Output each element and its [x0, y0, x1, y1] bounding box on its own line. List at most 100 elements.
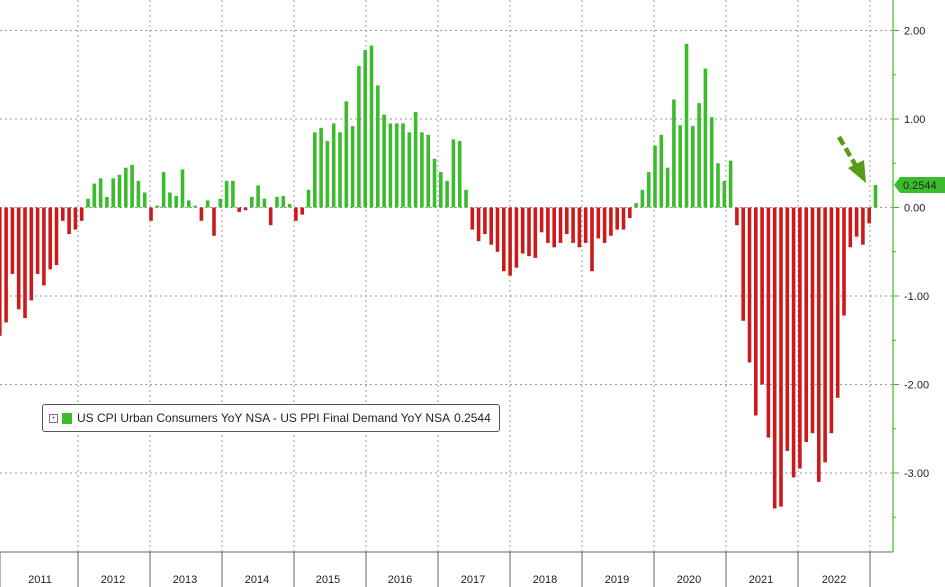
x-tick-label: 2017 — [461, 574, 485, 586]
bar — [546, 207, 550, 243]
bar — [861, 207, 865, 245]
bar — [489, 207, 493, 245]
bar — [741, 207, 745, 321]
bar — [760, 207, 764, 385]
bar — [854, 207, 859, 237]
x-tick-label: 2011 — [28, 574, 52, 586]
bar — [571, 207, 575, 243]
legend-label: US CPI Urban Consumers YoY NSA - US PPI … — [77, 411, 451, 425]
bar — [130, 165, 134, 208]
bar — [495, 207, 500, 252]
bar — [4, 207, 8, 323]
x-axis-ticks: 2011 2012 2013 2014 2015 2016 2017 2018 2019 2020… — [28, 574, 846, 586]
bar — [256, 185, 260, 208]
bar — [16, 207, 21, 310]
bar — [193, 205, 197, 208]
annotation-arrow-shaft — [837, 135, 858, 168]
bar — [86, 198, 90, 208]
bar — [48, 207, 52, 270]
bar — [237, 207, 241, 212]
bar — [262, 198, 267, 208]
bar — [445, 180, 449, 208]
bar — [218, 198, 223, 208]
bar — [810, 207, 815, 434]
bar — [539, 207, 544, 233]
bar — [142, 192, 147, 208]
bar — [350, 126, 355, 208]
bar — [842, 207, 846, 316]
legend-expand-icon[interactable]: + — [49, 413, 58, 423]
bar — [149, 207, 153, 221]
bar — [659, 134, 664, 208]
bar — [779, 207, 783, 507]
bar — [709, 117, 714, 208]
bar — [804, 207, 808, 442]
bar — [243, 207, 248, 211]
bar — [407, 132, 412, 208]
bar — [634, 203, 638, 208]
bar — [73, 207, 78, 230]
bar — [823, 207, 827, 463]
x-tick-label: 2021 — [749, 574, 773, 586]
bars — [0, 43, 878, 509]
bar — [187, 200, 191, 208]
bar — [363, 50, 367, 208]
bar — [735, 207, 739, 226]
x-tick-label: 2013 — [173, 574, 197, 586]
x-tick-label: 2014 — [245, 574, 269, 586]
bar — [338, 132, 342, 208]
x-tick-label: 2012 — [101, 574, 125, 586]
x-tick-label: 2018 — [533, 574, 557, 586]
bar — [697, 103, 701, 208]
bar — [268, 207, 273, 226]
y-tick-label: -1.00 — [904, 291, 929, 303]
bar — [79, 207, 84, 221]
bar — [382, 114, 386, 208]
gridlines — [0, 0, 893, 552]
bar — [369, 45, 374, 208]
chart-legend[interactable]: + US CPI Urban Consumers YoY NSA - US PP… — [42, 404, 500, 432]
bar — [67, 207, 71, 235]
legend-swatch — [62, 412, 72, 424]
last-value-tag — [894, 176, 945, 193]
bar — [250, 196, 254, 208]
bar — [281, 196, 286, 208]
bar — [508, 207, 512, 276]
bar — [23, 207, 27, 319]
bar — [558, 207, 563, 243]
bar — [451, 139, 456, 208]
bar — [231, 180, 235, 208]
bar — [401, 123, 405, 208]
bar — [835, 207, 840, 398]
bar — [691, 126, 695, 208]
bar — [873, 185, 878, 208]
annotation-arrow-head — [848, 160, 866, 183]
bar — [199, 207, 204, 221]
bar — [722, 180, 727, 208]
bar — [602, 207, 607, 243]
bar — [552, 207, 556, 248]
bar — [502, 207, 506, 272]
y-tick-label: -2.00 — [904, 380, 929, 392]
bar — [224, 180, 229, 208]
bar — [665, 167, 670, 208]
bar — [205, 200, 210, 208]
bar — [791, 207, 796, 478]
bar — [306, 189, 311, 208]
bar — [357, 65, 361, 208]
bar — [747, 207, 752, 363]
bar — [520, 207, 525, 254]
bar — [287, 204, 292, 208]
bar — [565, 207, 569, 235]
bar — [10, 207, 15, 274]
x-tick-label: 2016 — [388, 574, 412, 586]
bar — [609, 207, 613, 236]
bar — [212, 207, 216, 236]
bar — [476, 207, 481, 242]
bar — [426, 134, 430, 208]
bar — [413, 111, 418, 208]
annotations: 0.2544 — [837, 135, 945, 193]
bar — [124, 167, 128, 208]
y-tick-label: 0.00 — [904, 203, 925, 215]
bar — [105, 196, 109, 208]
